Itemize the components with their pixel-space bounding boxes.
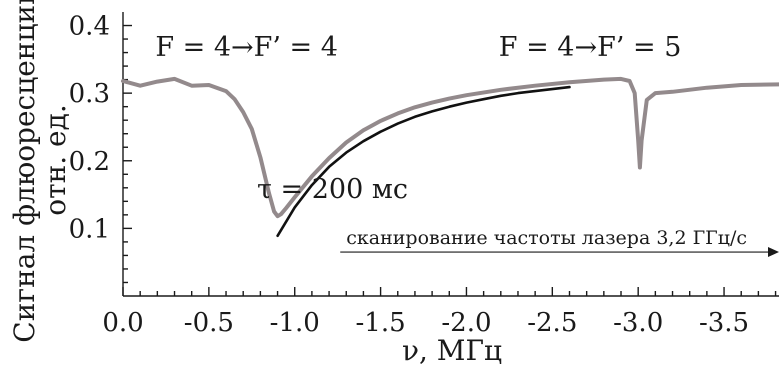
x-tick-label: -3.5 bbox=[699, 308, 749, 338]
x-tick-label: -2.5 bbox=[527, 308, 577, 338]
annotation-trans1-text: F = 4→F’ = 4 bbox=[155, 32, 338, 63]
y-axis-title: Сигнал флюоресценции, отн. ед. bbox=[8, 0, 72, 343]
x-axis-title: ν, МГц bbox=[402, 334, 502, 367]
x-tick-label: -1.5 bbox=[356, 308, 406, 338]
x-tick-label: -2.0 bbox=[441, 308, 491, 338]
y-tick-label: 0.3 bbox=[69, 79, 110, 109]
scan-arrow-head bbox=[768, 247, 779, 258]
y-tick-label: 0.1 bbox=[69, 214, 110, 244]
y-axis-title-line-2: отн. ед. bbox=[39, 104, 72, 216]
x-tick-label: -0.5 bbox=[184, 308, 234, 338]
y-axis-title-line-1: Сигнал флюоресценции, bbox=[8, 0, 41, 343]
y-tick-label: 0.2 bbox=[69, 147, 110, 177]
axes bbox=[122, 12, 779, 297]
series-signal-line bbox=[121, 76, 779, 219]
ticks: 0.0 -0.5 -1.0 -1.5 -2.0 -2.5 -3.0 -3.5 0.1 0.2 0.3… bbox=[69, 12, 777, 338]
x-tick-label: 0.0 bbox=[102, 308, 143, 338]
x-tick-label: -1.0 bbox=[270, 308, 320, 338]
series bbox=[121, 76, 779, 238]
x-tick-label: -3.0 bbox=[613, 308, 663, 338]
annotation-tau-text: τ = 200 мс bbox=[257, 174, 408, 205]
y-tick-label: 0.4 bbox=[69, 12, 110, 42]
annotations: F = 4→F’ = 4 F = 4→F’ = 5 τ = 200 мс сканир… bbox=[155, 32, 779, 258]
series-fit-line bbox=[276, 85, 571, 238]
annotation-scan-text: сканирование частоты лазера 3,2 ГГц/с bbox=[346, 227, 747, 249]
annotation-trans2-text: F = 4→F’ = 5 bbox=[499, 32, 682, 63]
